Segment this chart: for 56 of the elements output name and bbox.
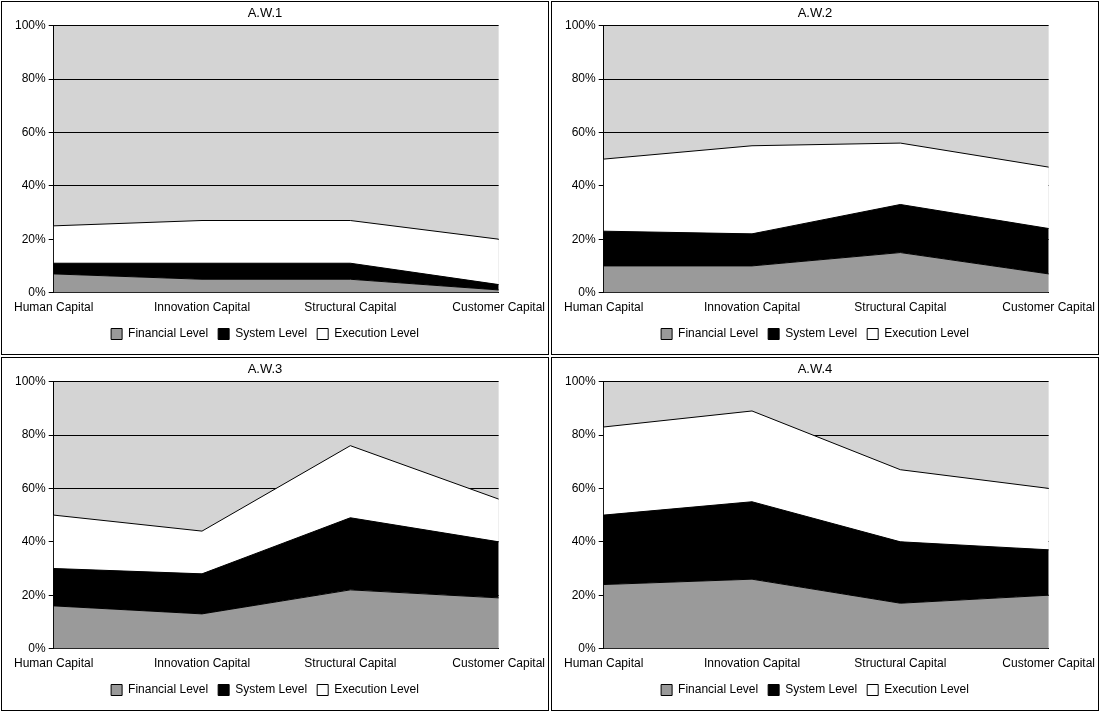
chart-title: A.W.3	[247, 361, 283, 377]
y-tick-label: 40%	[571, 534, 597, 549]
x-tick-label: Structural Capital	[854, 656, 947, 671]
y-tick-label: 100%	[564, 373, 597, 388]
legend-label: Financial Level	[128, 326, 209, 341]
y-tick-label: 20%	[21, 231, 47, 246]
legend-label: System Level	[235, 326, 308, 341]
y-tick-label: 100%	[14, 17, 47, 32]
legend-label: Financial Level	[128, 682, 209, 697]
legend-label: Financial Level	[678, 326, 759, 341]
y-tick-label: 0%	[578, 640, 597, 655]
y-tick-label: 60%	[571, 480, 597, 495]
x-tick-label: Customer Capital	[1002, 656, 1095, 671]
y-tick-label: 80%	[571, 71, 597, 86]
y-tick-label: 60%	[21, 124, 47, 139]
x-tick-label: Innovation Capital	[703, 300, 801, 315]
y-tick-label: 40%	[21, 534, 47, 549]
y-tick-label: 0%	[28, 284, 47, 299]
y-tick-label: 80%	[21, 71, 47, 86]
x-tick-label: Human Capital	[14, 300, 94, 315]
x-tick-label: Customer Capital	[452, 656, 545, 671]
legend-label: Execution Level	[884, 326, 969, 341]
chart-title: A.W.4	[797, 361, 833, 377]
y-tick-label: 40%	[21, 178, 47, 193]
y-tick-label: 20%	[571, 231, 597, 246]
x-tick-label: Structural Capital	[304, 300, 397, 315]
legend-label: System Level	[235, 682, 308, 697]
y-tick-label: 100%	[14, 373, 47, 388]
legend-label: System Level	[785, 682, 858, 697]
legend-label: Execution Level	[334, 682, 419, 697]
x-tick-label: Customer Capital	[452, 300, 545, 315]
y-tick-label: 0%	[578, 284, 597, 299]
x-tick-label: Structural Capital	[304, 656, 397, 671]
y-tick-label: 40%	[571, 178, 597, 193]
y-tick-label: 60%	[571, 124, 597, 139]
y-tick-label: 80%	[21, 427, 47, 442]
legend-label: Financial Level	[678, 682, 759, 697]
x-tick-label: Structural Capital	[854, 300, 947, 315]
x-tick-label: Human Capital	[14, 656, 94, 671]
y-tick-label: 80%	[571, 427, 597, 442]
y-tick-label: 60%	[21, 480, 47, 495]
legend-label: Execution Level	[884, 682, 969, 697]
x-tick-label: Human Capital	[564, 300, 644, 315]
legend-label: Execution Level	[334, 326, 419, 341]
x-tick-label: Customer Capital	[1002, 300, 1095, 315]
legend-label: System Level	[785, 326, 858, 341]
chart-title: A.W.2	[797, 5, 833, 21]
chart-title: A.W.1	[247, 5, 283, 21]
y-tick-label: 100%	[564, 17, 597, 32]
y-tick-label: 20%	[571, 587, 597, 602]
x-tick-label: Innovation Capital	[153, 300, 251, 315]
x-tick-label: Innovation Capital	[703, 656, 801, 671]
y-tick-label: 20%	[21, 587, 47, 602]
y-tick-label: 0%	[28, 640, 47, 655]
x-tick-label: Innovation Capital	[153, 656, 251, 671]
x-tick-label: Human Capital	[564, 656, 644, 671]
